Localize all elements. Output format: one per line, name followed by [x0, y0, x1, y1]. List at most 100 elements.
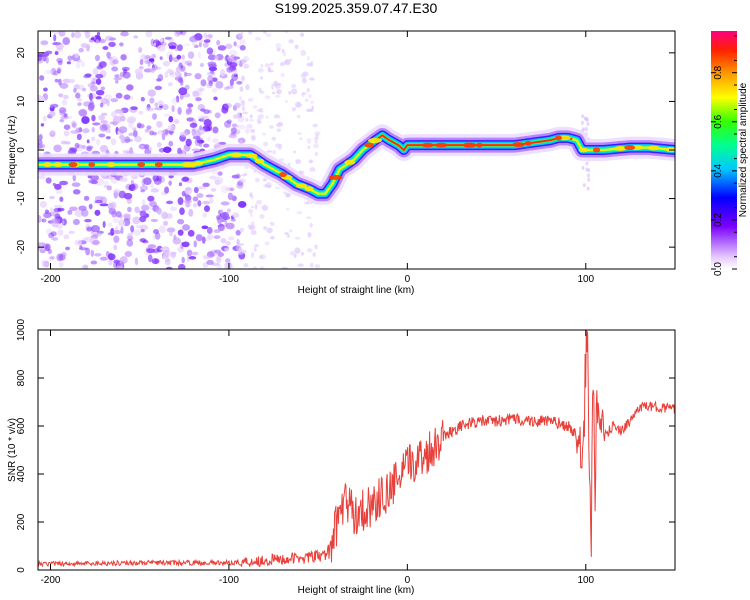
noise-blob	[259, 76, 264, 80]
noise-blob	[247, 224, 251, 229]
noise-blob	[261, 204, 269, 211]
noise-blob	[304, 98, 309, 103]
noise-blob	[129, 106, 138, 113]
ridge-hotspot	[647, 145, 660, 151]
noise-blob	[53, 204, 63, 208]
ridge-hotspot	[344, 159, 356, 165]
noise-blob	[208, 197, 214, 204]
noise-blob	[161, 132, 166, 141]
noise-blob	[196, 139, 205, 144]
noise-blob	[72, 218, 80, 226]
noise-blob	[91, 136, 96, 142]
noise-blob	[241, 59, 246, 65]
noise-blob	[147, 195, 155, 202]
noise-blob	[314, 264, 321, 269]
noise-blob	[130, 106, 138, 111]
noise-blob	[227, 192, 234, 201]
noise-blob	[314, 141, 319, 144]
noise-blob	[199, 62, 205, 68]
noise-blob	[105, 128, 111, 134]
noise-blob	[94, 209, 101, 216]
noise-blob	[165, 266, 173, 269]
noise-blob	[312, 252, 316, 257]
noise-blob	[180, 31, 187, 36]
noise-blob	[92, 239, 100, 246]
noise-blob	[99, 256, 108, 261]
noise-blob	[266, 227, 273, 234]
noise-blob	[275, 43, 282, 49]
noise-blob	[225, 187, 230, 191]
noise-blob	[271, 136, 277, 141]
ridge-hotspot	[422, 142, 434, 148]
noise-blob	[245, 128, 250, 135]
noise-blob	[73, 84, 81, 90]
noise-blob	[129, 147, 134, 155]
noise-blob	[68, 78, 76, 84]
noise-blob	[202, 42, 209, 48]
noise-blob	[188, 107, 192, 113]
noise-blob	[274, 143, 282, 148]
noise-blob	[582, 183, 586, 188]
noise-blob	[144, 59, 151, 64]
noise-blob	[220, 201, 230, 206]
chart-title: S199.2025.359.07.47.E30	[275, 0, 438, 16]
ridge-hotspot	[53, 162, 63, 168]
noise-blob	[233, 41, 237, 47]
noise-blob	[182, 224, 191, 231]
noise-blob	[239, 86, 244, 92]
noise-blob	[150, 188, 160, 193]
noise-blob	[150, 67, 156, 73]
noise-blob	[229, 78, 234, 87]
noise-blob	[110, 98, 119, 103]
noise-blob	[110, 138, 117, 146]
noise-blob	[159, 56, 163, 60]
noise-blob	[83, 195, 90, 201]
noise-blob	[206, 82, 213, 89]
ridge-hotspot	[295, 183, 308, 189]
noise-blob	[207, 61, 217, 66]
noise-blob	[261, 132, 267, 136]
noise-blob	[176, 44, 183, 52]
noise-blob	[110, 178, 118, 184]
noise-blob	[163, 113, 171, 117]
noise-blob	[49, 105, 55, 112]
noise-blob	[138, 46, 143, 53]
noise-blob	[146, 248, 155, 254]
noise-blob	[114, 108, 124, 114]
noise-blob	[305, 216, 312, 220]
noise-blob	[276, 47, 281, 52]
noise-blob	[130, 95, 134, 100]
noise-blob	[217, 209, 224, 216]
noise-blob	[78, 247, 88, 251]
noise-blob	[48, 211, 57, 217]
noise-blob	[170, 251, 177, 258]
noise-blob	[265, 115, 269, 119]
spectrogram-x-label: Height of straight line (km)	[298, 285, 415, 296]
noise-blob	[38, 175, 46, 180]
noise-blob	[144, 129, 150, 133]
noise-blob	[308, 94, 312, 98]
noise-blob	[177, 77, 183, 83]
noise-blob	[169, 206, 177, 212]
noise-blob	[239, 44, 246, 51]
noise-blob	[196, 193, 204, 198]
noise-blob	[248, 31, 253, 35]
noise-blob	[309, 167, 316, 172]
noise-blob	[230, 218, 236, 222]
noise-blob	[214, 55, 219, 61]
noise-blob	[238, 252, 246, 260]
noise-blob	[155, 208, 162, 214]
noise-blob	[274, 186, 281, 190]
noise-blob	[271, 83, 274, 90]
snr-y-ticks: 0 200 400 600 800 1000	[16, 318, 675, 573]
noise-blob	[262, 178, 267, 182]
y-tick-label: 10	[16, 95, 27, 107]
noise-blob	[80, 60, 86, 68]
noise-blob	[251, 251, 255, 259]
noise-blob	[219, 68, 226, 77]
noise-blob	[250, 128, 256, 134]
noise-blob	[185, 107, 193, 115]
noise-blob	[153, 228, 159, 235]
noise-blob	[56, 66, 63, 73]
noise-blob	[82, 128, 90, 134]
